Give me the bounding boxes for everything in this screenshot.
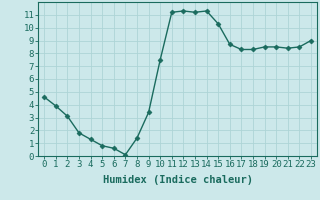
X-axis label: Humidex (Indice chaleur): Humidex (Indice chaleur)	[103, 175, 252, 185]
